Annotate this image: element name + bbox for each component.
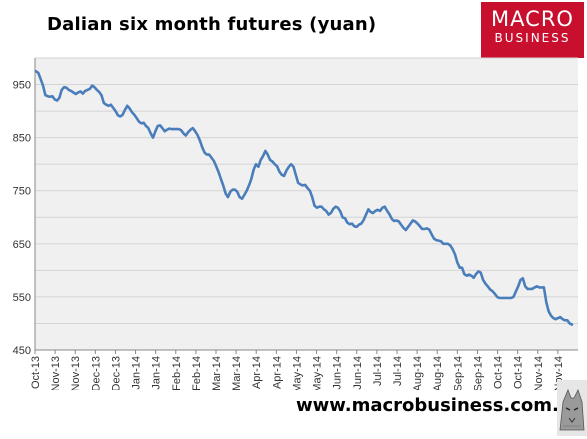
chart-title: Dalian six month futures (yuan): [47, 14, 377, 35]
wolf-mascot-icon: [557, 380, 587, 436]
gridlines: [35, 57, 578, 351]
x-tick-label: Nov-13: [50, 356, 62, 390]
y-tick-label: 650: [13, 239, 31, 251]
series-line: [34, 70, 574, 326]
series-group: [34, 70, 574, 326]
y-axis: 450 550 650 750 850 950: [13, 58, 36, 357]
line-chart: 450 550 650 750 850 950 Oct-13 Nov-13 Nov-13 Dec…: [13, 57, 578, 390]
x-tick-label: Sep-14: [472, 356, 484, 390]
x-tick-label: Jan-14: [131, 356, 143, 390]
y-tick-label: 850: [13, 133, 31, 145]
footer-url: www.macrobusiness.com.au: [296, 395, 584, 416]
x-tick-label: Sep-14: [452, 356, 464, 390]
x-tick-label: Apr-14: [271, 356, 283, 389]
x-tick-label: Jun-14: [332, 356, 344, 390]
x-tick-label: Aug-14: [412, 356, 424, 390]
x-tick-label: Feb-14: [171, 356, 183, 390]
x-axis: Oct-13 Nov-13 Nov-13 Dec-13 Dec-13 Jan-14 Jan-…: [30, 349, 578, 390]
y-tick-label: 750: [13, 186, 31, 198]
logo-line-2: BUSINESS: [494, 31, 571, 45]
logo-line-1: MACRO: [491, 7, 574, 31]
x-tick-label: Oct-14: [513, 356, 525, 389]
x-tick-label: Dec-13: [110, 356, 122, 390]
x-tick-label: Aug-14: [432, 356, 444, 390]
y-tick-label: 450: [13, 345, 31, 357]
x-tick-label: Jul-14: [372, 356, 384, 386]
x-tick-label: May-14: [312, 356, 324, 390]
x-tick-label: Nov-13: [70, 356, 82, 390]
x-tick-label: Jul-14: [392, 356, 404, 386]
x-tick-label: Mar-14: [211, 356, 223, 390]
x-tick-label: May-14: [291, 356, 303, 390]
x-tick-label: Nov-14: [533, 356, 545, 390]
x-tick-label: Oct-13: [30, 356, 42, 389]
x-tick-label: Apr-14: [251, 356, 263, 389]
x-tick-label: Jun-14: [352, 356, 364, 390]
x-tick-label: Feb-14: [191, 356, 203, 390]
x-tick-label: Dec-13: [90, 356, 102, 390]
y-tick-label: 550: [13, 292, 31, 304]
plot-area: [35, 58, 578, 350]
x-tick-label: Oct-14: [493, 356, 505, 389]
x-tick-label: Jan-14: [151, 356, 163, 390]
brand-logo: MACRO BUSINESS: [481, 2, 584, 58]
x-tick-label: Mar-14: [231, 356, 243, 390]
y-tick-label: 950: [13, 80, 31, 92]
